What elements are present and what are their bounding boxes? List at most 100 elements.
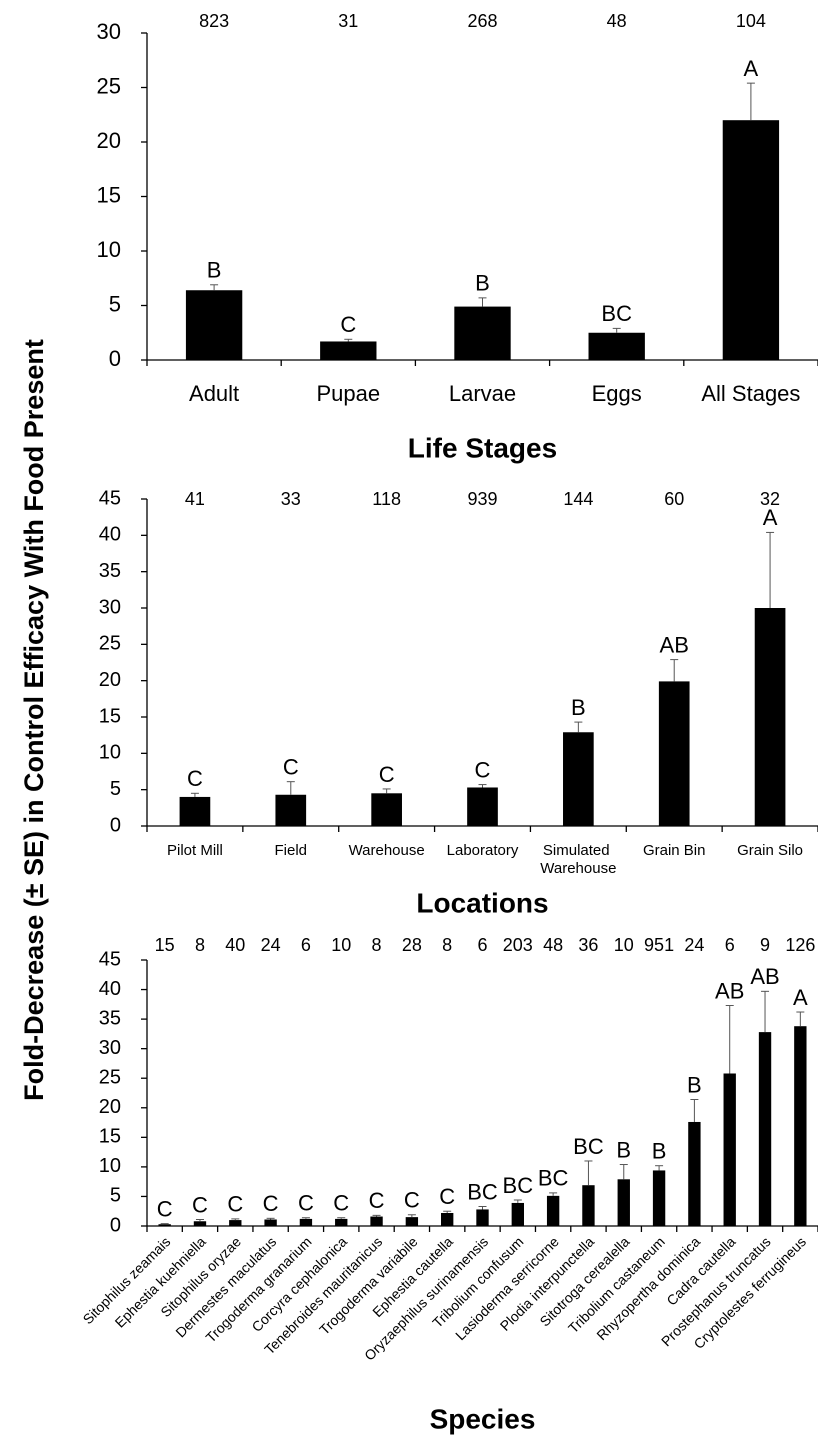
y-tick-label: 15 (99, 705, 121, 727)
sample-size: 32 (760, 489, 780, 509)
significance-label: BC (538, 1166, 569, 1191)
y-tick-label: 25 (99, 1067, 121, 1089)
bar (563, 732, 594, 826)
bar (179, 796, 211, 826)
bar (467, 787, 498, 826)
sample-size: 951 (644, 935, 674, 955)
sample-size: 60 (664, 489, 684, 509)
significance-label: B (687, 1072, 702, 1097)
significance-label: AB (715, 978, 744, 1003)
y-axis-label: Fold-Decrease (± SE) in Control Efficacy… (19, 339, 49, 1101)
bar (320, 341, 377, 360)
sample-size: 36 (578, 935, 598, 955)
significance-label: C (404, 1188, 420, 1213)
y-tick-label: 10 (99, 742, 121, 764)
significance-label: B (571, 695, 586, 720)
x-tick-label: Pupae (316, 381, 380, 406)
x-tick-label: Grain Silo (737, 842, 803, 859)
y-tick-label: 30 (97, 19, 121, 44)
y-tick-label: 30 (99, 596, 121, 618)
x-tick-label: Eggs (592, 381, 642, 406)
y-tick-label: 10 (97, 237, 121, 262)
significance-label: BC (573, 1134, 604, 1159)
significance-label: C (379, 762, 395, 787)
bar (371, 793, 402, 826)
sample-size: 33 (281, 489, 301, 509)
x-tick-label: Warehouse (349, 842, 425, 859)
y-tick-label: 25 (97, 73, 121, 98)
sample-size: 24 (261, 935, 281, 955)
significance-label: A (763, 505, 778, 530)
bar (758, 1032, 772, 1226)
bar (185, 290, 243, 360)
sample-size: 24 (684, 935, 704, 955)
bar (723, 1073, 736, 1226)
bar (405, 1217, 419, 1226)
y-tick-label: 20 (99, 669, 121, 691)
significance-label: B (475, 271, 490, 296)
x-tick-label: Field (275, 842, 308, 859)
y-tick-label: 45 (99, 487, 121, 509)
significance-label: BC (601, 301, 632, 326)
x-tick-label: Grain Bin (643, 842, 706, 859)
x-axis-label: Locations (416, 887, 548, 918)
x-tick-label: Adult (189, 381, 239, 406)
sample-size: 6 (477, 935, 487, 955)
significance-label: AB (750, 964, 779, 989)
sample-size: 28 (402, 935, 422, 955)
bar (335, 1218, 348, 1226)
bar (652, 1170, 666, 1226)
bar (794, 1026, 807, 1226)
significance-label: C (340, 312, 356, 337)
significance-label: B (652, 1139, 667, 1164)
bar (476, 1209, 489, 1226)
y-tick-label: 40 (99, 978, 121, 1000)
bar (617, 1179, 630, 1226)
sample-size: 48 (607, 11, 627, 31)
y-tick-label: 15 (97, 182, 121, 207)
y-tick-label: 20 (97, 128, 121, 153)
significance-label: C (439, 1184, 455, 1209)
sample-size: 6 (725, 935, 735, 955)
y-tick-label: 0 (110, 1214, 121, 1236)
sample-size: 48 (543, 935, 563, 955)
sample-size: 6 (301, 935, 311, 955)
bar (264, 1219, 277, 1226)
x-tick-label: Larvae (449, 381, 516, 406)
y-tick-label: 5 (109, 291, 121, 316)
bar (229, 1220, 242, 1226)
significance-label: C (475, 757, 491, 782)
significance-label: B (207, 258, 222, 283)
sample-size: 10 (614, 935, 634, 955)
sample-size: 144 (563, 489, 593, 509)
bar (588, 332, 645, 360)
bar (722, 120, 780, 360)
sample-size: 8 (442, 935, 452, 955)
y-tick-label: 20 (99, 1096, 121, 1118)
sample-size: 10 (331, 935, 351, 955)
significance-label: BC (467, 1179, 498, 1204)
significance-label: C (369, 1188, 385, 1213)
y-tick-label: 45 (99, 948, 121, 970)
sample-size: 40 (225, 935, 245, 955)
significance-label: B (616, 1137, 631, 1162)
y-tick-label: 25 (99, 633, 121, 655)
y-tick-label: 5 (110, 1185, 121, 1207)
bar (582, 1185, 595, 1226)
bar (688, 1121, 701, 1226)
bar (193, 1221, 207, 1226)
y-tick-label: 30 (99, 1037, 121, 1059)
sample-size: 126 (785, 935, 815, 955)
significance-label: A (793, 985, 808, 1010)
significance-label: BC (503, 1173, 534, 1198)
y-tick-label: 10 (99, 1155, 121, 1177)
x-tick-label: Pilot Mill (167, 842, 223, 859)
bar (441, 1212, 454, 1226)
significance-label: AB (660, 632, 689, 657)
significance-label: A (744, 56, 759, 81)
x-axis-label: Life Stages (408, 432, 557, 463)
x-tick-label: Laboratory (447, 842, 519, 859)
sample-size: 118 (372, 489, 401, 509)
sample-size: 823 (199, 11, 229, 31)
bar (275, 794, 307, 826)
